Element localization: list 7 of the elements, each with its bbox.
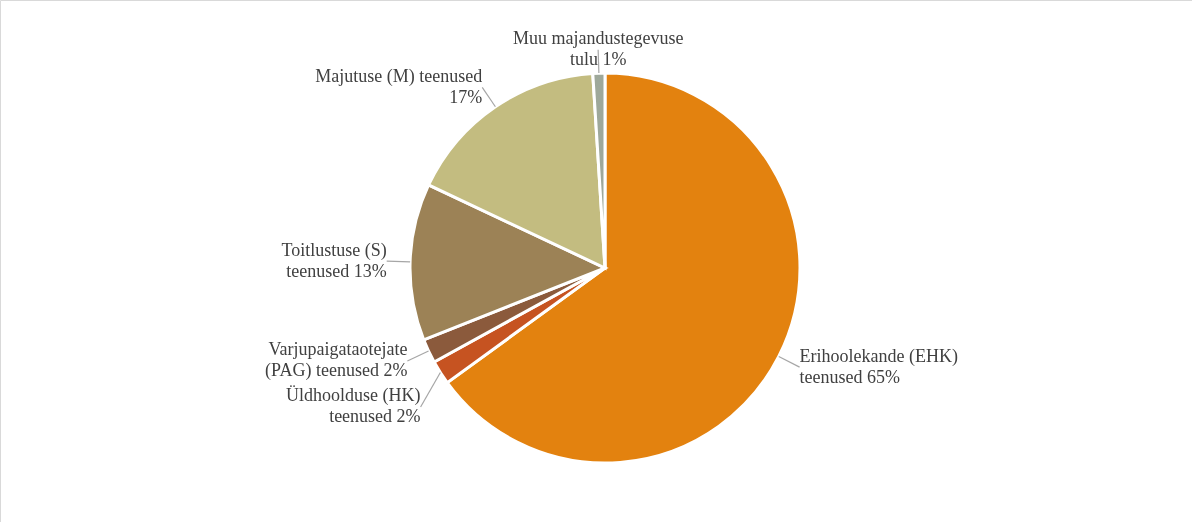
slice-label: Toitlustuse (S) teenused 13% bbox=[281, 239, 387, 281]
slice-label: Muu majandustegevuse tulu 1% bbox=[512, 28, 684, 70]
slice-label: Üldhoolduse (HK) teenused 2% bbox=[286, 385, 421, 427]
slice-label: Erihoolekande (EHK) teenused 65% bbox=[799, 345, 959, 387]
slice-label: Varjupaigataotejate (PAG) teenused 2% bbox=[265, 339, 408, 382]
slice-label: Majutuse (M) teenused bbox=[315, 65, 483, 87]
data-label: 17% bbox=[449, 86, 483, 107]
